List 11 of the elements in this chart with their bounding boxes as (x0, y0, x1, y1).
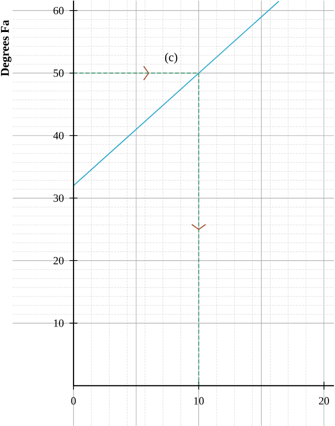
y-tick-label: 20 (54, 256, 64, 264)
y-tick-label: 10 (54, 319, 64, 327)
x-tick-label: 20 (319, 397, 330, 405)
y-tick-label: 30 (54, 194, 64, 202)
y-axis-title: Degrees Fa (1, 20, 12, 76)
x-tick-label: 0 (71, 397, 76, 405)
x-tick-label: 10 (194, 397, 204, 405)
y-tick-label: 60 (54, 6, 64, 14)
y-tick-label: 40 (54, 132, 64, 140)
y-tick-label: 50 (54, 69, 64, 77)
annotation: (c) (165, 52, 178, 64)
